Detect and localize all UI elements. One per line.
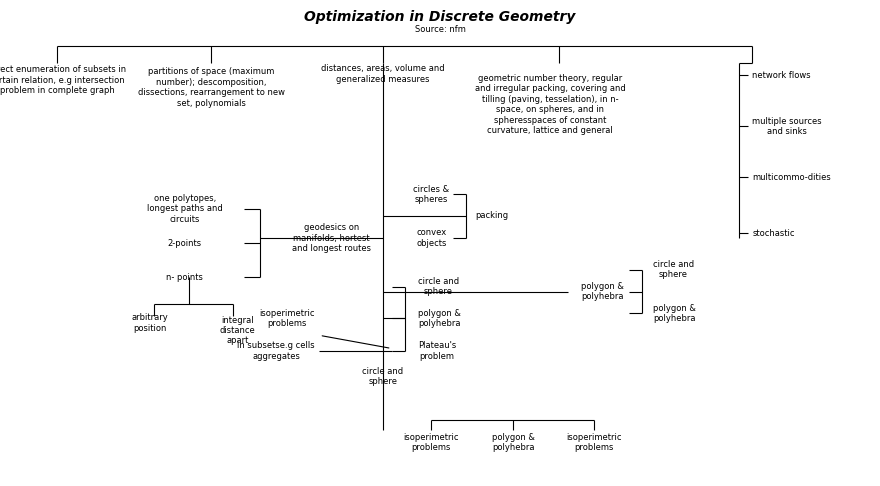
Text: Source: nfm: Source: nfm: [414, 25, 466, 34]
Text: multiple sources
and sinks: multiple sources and sinks: [752, 117, 822, 136]
Text: packing: packing: [475, 211, 509, 220]
Text: polygon &
polyhebra: polygon & polyhebra: [492, 433, 534, 452]
Text: stochastic: stochastic: [752, 229, 795, 238]
Text: partitions of space (maximum
number); descomposition,
dissections, rearrangement: partitions of space (maximum number); de…: [137, 68, 285, 107]
Text: geometric number theory, regular
and irregular packing, covering and
tilling (pa: geometric number theory, regular and irr…: [474, 74, 626, 135]
Text: in subsetse.g cells
aggregates: in subsetse.g cells aggregates: [238, 341, 315, 361]
Text: polygon &
polyhebra: polygon & polyhebra: [581, 282, 624, 301]
Text: one polytopes,
longest paths and
circuits: one polytopes, longest paths and circuit…: [147, 194, 223, 224]
Text: isoperimetric
problems: isoperimetric problems: [260, 309, 315, 328]
Text: 2-points: 2-points: [168, 239, 202, 247]
Text: network flows: network flows: [752, 71, 811, 80]
Text: distances, areas, volume and
generalized measures: distances, areas, volume and generalized…: [321, 64, 444, 84]
Text: convex
objects: convex objects: [416, 228, 446, 248]
Text: Plateau's
problem: Plateau's problem: [418, 341, 456, 361]
Text: isoperimetric
problems: isoperimetric problems: [403, 433, 459, 452]
Text: integral
distance
apart: integral distance apart: [220, 315, 255, 346]
Text: multicommo-dities: multicommo-dities: [752, 173, 831, 182]
Text: circle and
sphere: circle and sphere: [653, 260, 694, 279]
Text: direct enumeration of subsets in
certain relation, e.g intersection
problem in c: direct enumeration of subsets in certain…: [0, 65, 126, 95]
Text: polygon &
polyhebra: polygon & polyhebra: [653, 304, 696, 323]
Text: n- points: n- points: [166, 273, 203, 281]
Text: Optimization in Discrete Geometry: Optimization in Discrete Geometry: [304, 10, 576, 24]
Text: circles &
spheres: circles & spheres: [413, 185, 450, 204]
Text: geodesics on
manifolds, hortest
and longest routes: geodesics on manifolds, hortest and long…: [292, 223, 371, 253]
Text: circle and
sphere: circle and sphere: [418, 277, 459, 296]
Text: arbitrary
position: arbitrary position: [131, 313, 168, 333]
Text: isoperimetric
problems: isoperimetric problems: [566, 433, 622, 452]
Text: polygon &
polyhebra: polygon & polyhebra: [418, 309, 461, 328]
Text: circle and
sphere: circle and sphere: [363, 367, 403, 386]
